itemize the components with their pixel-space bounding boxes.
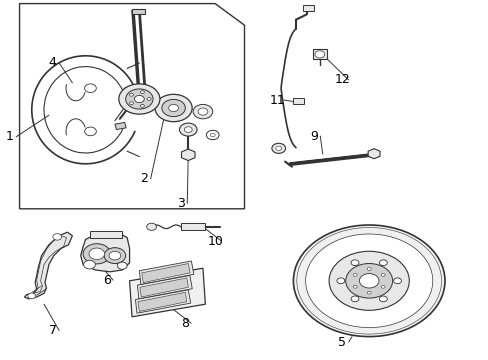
- Circle shape: [134, 95, 144, 103]
- Circle shape: [117, 262, 127, 269]
- Circle shape: [155, 94, 192, 122]
- Text: 5: 5: [338, 336, 346, 348]
- Polygon shape: [367, 149, 379, 159]
- Circle shape: [84, 84, 96, 93]
- Text: 9: 9: [309, 130, 317, 143]
- Circle shape: [328, 251, 408, 310]
- Circle shape: [129, 102, 133, 105]
- Circle shape: [379, 296, 386, 302]
- Circle shape: [366, 267, 370, 270]
- Polygon shape: [115, 122, 126, 130]
- Circle shape: [379, 260, 386, 266]
- Circle shape: [345, 264, 392, 298]
- Bar: [303, 5, 313, 11]
- Text: 12: 12: [334, 73, 349, 86]
- Bar: [293, 98, 304, 104]
- Circle shape: [381, 274, 385, 276]
- Circle shape: [305, 234, 432, 328]
- Polygon shape: [122, 86, 151, 108]
- Circle shape: [147, 98, 151, 100]
- Circle shape: [359, 274, 378, 288]
- Polygon shape: [135, 290, 190, 313]
- Text: 4: 4: [49, 57, 57, 69]
- Circle shape: [119, 84, 160, 114]
- Circle shape: [352, 285, 356, 288]
- Circle shape: [352, 274, 356, 276]
- Bar: [312, 49, 326, 59]
- Circle shape: [129, 93, 133, 96]
- Text: 7: 7: [49, 324, 57, 337]
- Text: 2: 2: [140, 172, 148, 185]
- Polygon shape: [137, 275, 192, 299]
- Circle shape: [366, 291, 370, 294]
- Polygon shape: [138, 292, 186, 311]
- Bar: [181, 223, 205, 230]
- Circle shape: [184, 127, 192, 132]
- Circle shape: [393, 278, 401, 284]
- Text: 10: 10: [207, 235, 223, 248]
- Circle shape: [83, 244, 110, 264]
- Circle shape: [140, 104, 144, 107]
- Text: 1: 1: [6, 130, 14, 143]
- Polygon shape: [142, 264, 189, 283]
- Circle shape: [381, 285, 385, 288]
- Circle shape: [206, 130, 219, 140]
- Bar: [132, 9, 144, 14]
- Circle shape: [293, 225, 444, 337]
- Polygon shape: [140, 278, 188, 297]
- Text: 8: 8: [181, 317, 188, 330]
- Circle shape: [168, 104, 178, 112]
- Circle shape: [350, 260, 358, 266]
- Circle shape: [336, 278, 344, 284]
- Text: 3: 3: [177, 197, 184, 210]
- Circle shape: [84, 127, 96, 136]
- Circle shape: [109, 251, 121, 260]
- Circle shape: [193, 104, 212, 119]
- Circle shape: [53, 234, 61, 240]
- Polygon shape: [129, 268, 205, 317]
- Circle shape: [350, 296, 358, 302]
- Circle shape: [271, 143, 285, 153]
- Polygon shape: [139, 261, 193, 284]
- Circle shape: [210, 133, 215, 137]
- Circle shape: [179, 123, 197, 136]
- Polygon shape: [24, 232, 72, 299]
- Circle shape: [125, 89, 153, 109]
- Circle shape: [89, 248, 104, 260]
- Text: 6: 6: [102, 274, 110, 287]
- Polygon shape: [81, 232, 129, 272]
- Bar: [90, 231, 122, 238]
- Polygon shape: [181, 149, 195, 161]
- Circle shape: [198, 108, 207, 115]
- Circle shape: [162, 99, 185, 117]
- Circle shape: [83, 260, 95, 269]
- Circle shape: [146, 223, 156, 230]
- Circle shape: [275, 146, 281, 150]
- Circle shape: [140, 91, 144, 94]
- Circle shape: [28, 293, 36, 299]
- Circle shape: [314, 51, 324, 58]
- Circle shape: [104, 248, 125, 264]
- Text: 11: 11: [269, 94, 285, 107]
